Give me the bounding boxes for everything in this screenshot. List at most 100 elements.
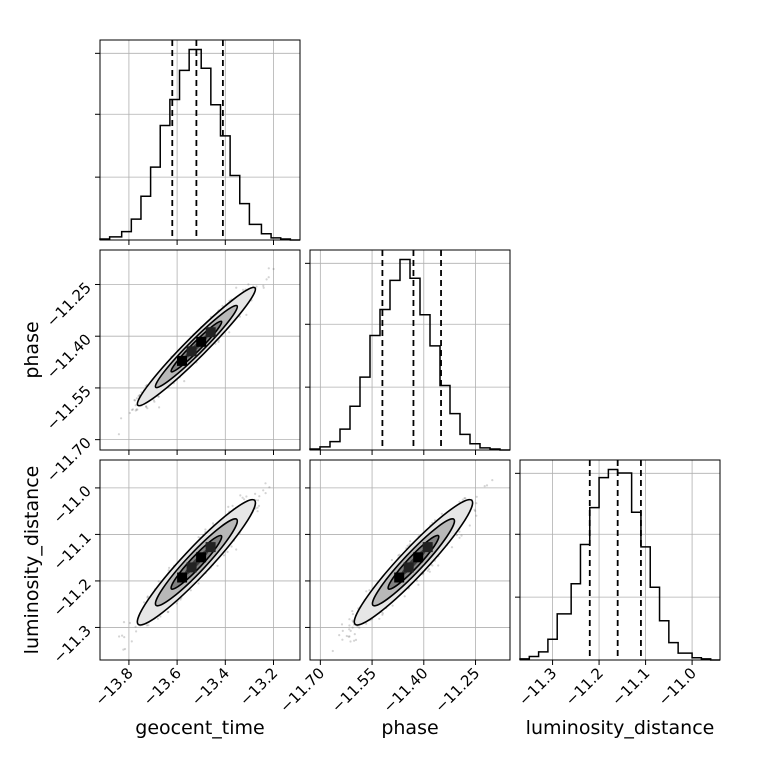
density-panel-luminosity-distance-vs-phase-point xyxy=(345,634,348,638)
density-panel-luminosity-distance-vs-geocent-time-xtick-label-1: −13.6 xyxy=(140,664,185,709)
density-panel-phase-vs-geocent-time-point xyxy=(120,417,123,420)
x-axis-label-geocent-time: geocent_time xyxy=(135,717,264,739)
density-panel-phase-vs-geocent-time-point xyxy=(255,285,258,288)
density-panel-luminosity-distance-vs-phase-point xyxy=(365,622,368,625)
density-panel-luminosity-distance-vs-geocent-time-point xyxy=(134,625,137,628)
density-panel-luminosity-distance-vs-phase-point xyxy=(338,634,341,637)
density-panel-luminosity-distance-vs-phase-point xyxy=(463,497,466,500)
density-panel-luminosity-distance-vs-geocent-time-core-0 xyxy=(205,542,216,553)
density-panel-luminosity-distance-vs-geocent-time-point xyxy=(204,528,207,531)
density-panel-luminosity-distance-vs-phase-point xyxy=(368,589,371,592)
density-panel-luminosity-distance-vs-geocent-time-point xyxy=(166,611,169,614)
density-panel-phase-vs-geocent-time-ytick-label-2: −11.40 xyxy=(43,330,95,382)
density-panel-phase-vs-geocent-time-point xyxy=(221,304,224,308)
density-panel-luminosity-distance-vs-phase-point xyxy=(475,495,478,498)
density-panel-luminosity-distance-vs-geocent-time-point xyxy=(230,545,233,548)
density-panel-luminosity-distance-vs-geocent-time-point xyxy=(145,624,148,627)
density-panel-phase-vs-geocent-time-inner xyxy=(100,267,275,439)
density-panel-luminosity-distance-vs-phase-point xyxy=(475,514,478,517)
density-panel-phase-vs-geocent-time-point xyxy=(133,399,137,402)
density-panel-phase-vs-geocent-time-ytick-label-3: −11.25 xyxy=(43,279,95,331)
density-panel-luminosity-distance-vs-geocent-time-point xyxy=(159,615,162,618)
density-panel-phase-vs-geocent-time-point xyxy=(217,340,220,344)
density-panel-luminosity-distance-vs-geocent-time-point xyxy=(197,582,200,585)
hist-panel-luminosity-distance-xtick-label-2: −11.1 xyxy=(608,664,653,709)
density-panel-luminosity-distance-vs-phase-point xyxy=(417,583,420,586)
density-panel-luminosity-distance-vs-phase-point xyxy=(348,618,351,621)
density-panel-phase-vs-geocent-time-point xyxy=(238,315,241,318)
density-panel-phase-vs-geocent-time-point xyxy=(128,411,131,415)
density-panel-luminosity-distance-vs-phase-point xyxy=(381,612,384,615)
density-panel-luminosity-distance-vs-phase: −11.70 −11.55 −11.40 −11.25 xyxy=(276,459,511,716)
density-panel-luminosity-distance-vs-geocent-time-point xyxy=(268,486,271,489)
density-panel-luminosity-distance-vs-phase-point xyxy=(341,629,344,633)
density-panel-luminosity-distance-vs-geocent-time-core-2 xyxy=(186,562,197,573)
axis-labels: geocent_time phase luminosity_distance p… xyxy=(21,321,714,739)
density-panel-luminosity-distance-vs-phase-point xyxy=(349,629,352,633)
density-panel-luminosity-distance-vs-geocent-time-core-3 xyxy=(177,572,188,583)
density-panel-luminosity-distance-vs-geocent-time-point xyxy=(121,634,124,637)
density-panel-luminosity-distance-vs-phase-point xyxy=(353,633,356,636)
density-panel-luminosity-distance-vs-geocent-time-point xyxy=(123,636,126,639)
density-panel-luminosity-distance-vs-geocent-time-xtick-label-2: −13.4 xyxy=(188,664,233,709)
density-panel-luminosity-distance-vs-geocent-time-ytick-label-2: −11.1 xyxy=(50,529,95,574)
density-panel-phase-vs-geocent-time-point xyxy=(134,404,137,407)
density-panel-phase-vs-geocent-time-point xyxy=(134,409,137,412)
density-panel-luminosity-distance-vs-phase-core-3 xyxy=(394,572,405,583)
density-panel-luminosity-distance-vs-geocent-time-point xyxy=(128,621,131,625)
density-panel-luminosity-distance-vs-phase-point xyxy=(485,484,489,487)
density-panel-phase-vs-geocent-time-point xyxy=(145,405,148,408)
density-panel-phase-vs-geocent-time-point xyxy=(245,313,248,316)
density-panel-luminosity-distance-vs-phase-point xyxy=(473,508,476,511)
density-panel-luminosity-distance-vs-geocent-time-point xyxy=(146,596,149,599)
density-panel-luminosity-distance-vs-geocent-time-point xyxy=(258,495,261,498)
density-panel-luminosity-distance-vs-phase-point xyxy=(458,536,461,539)
density-panel-luminosity-distance-vs-phase-point xyxy=(358,626,361,629)
density-panel-luminosity-distance-vs-geocent-time-point xyxy=(216,564,219,567)
density-panel-luminosity-distance-vs-geocent-time-point xyxy=(211,522,215,525)
density-panel-phase-vs-geocent-time-point xyxy=(265,278,268,281)
density-panel-luminosity-distance-vs-phase-point xyxy=(391,604,394,607)
density-panel-luminosity-distance-vs-phase-core-1 xyxy=(413,552,424,563)
density-panel-luminosity-distance-vs-phase-point xyxy=(381,613,384,616)
density-panel-luminosity-distance-vs-phase-point xyxy=(356,625,359,628)
density-panel-luminosity-distance-vs-phase-point xyxy=(348,635,351,638)
density-panel-luminosity-distance-vs-phase-xtick-label-3: −11.25 xyxy=(431,664,483,716)
density-panel-luminosity-distance-vs-phase-point xyxy=(348,628,351,631)
density-panel-phase-vs-geocent-time-point xyxy=(135,408,138,411)
density-panel-luminosity-distance-vs-phase-point xyxy=(431,564,434,567)
density-panel-luminosity-distance-vs-phase-point xyxy=(450,546,454,549)
density-panel-luminosity-distance-vs-geocent-time-point xyxy=(122,621,126,624)
density-panel-luminosity-distance-vs-phase-point xyxy=(440,512,443,515)
density-panel-phase-vs-geocent-time-point xyxy=(145,405,148,408)
density-panel-luminosity-distance-vs-geocent-time-point xyxy=(168,566,171,570)
density-panel-phase-vs-geocent-time-point xyxy=(131,408,135,411)
density-panel-phase-vs-geocent-time-point xyxy=(262,286,265,289)
density-panel-phase-vs-geocent-time-ytick-label-1: −11.55 xyxy=(43,382,95,434)
density-panel-phase-vs-geocent-time-point xyxy=(153,400,156,403)
density-panel-phase-vs-geocent-time-point xyxy=(228,331,231,334)
hist-panel-luminosity-distance-step xyxy=(519,468,720,661)
density-panel-luminosity-distance-vs-phase-point xyxy=(427,568,431,571)
density-panel-luminosity-distance-vs-phase-point xyxy=(409,540,412,543)
hist-panel-geocent-time xyxy=(95,39,301,245)
density-panel-phase-vs-geocent-time-point xyxy=(136,408,139,411)
density-panel-luminosity-distance-vs-geocent-time-point xyxy=(257,499,260,502)
density-panel-luminosity-distance-vs-geocent-time-point xyxy=(227,505,230,508)
density-panel-phase-vs-geocent-time-ytick-label-0: −11.70 xyxy=(43,434,95,486)
density-panel-luminosity-distance-vs-phase-inner xyxy=(331,479,494,653)
density-panel-luminosity-distance-vs-geocent-time-core-1 xyxy=(196,552,207,563)
density-panel-luminosity-distance-vs-phase-point xyxy=(458,500,461,503)
density-panel-luminosity-distance-vs-phase-point xyxy=(426,569,429,572)
density-panel-luminosity-distance-vs-geocent-time-point xyxy=(143,601,146,604)
density-panel-luminosity-distance-vs-phase-point xyxy=(458,530,461,533)
density-panel-luminosity-distance-vs-geocent-time-point xyxy=(257,504,261,507)
density-panel-luminosity-distance-vs-geocent-time: −13.8 −13.6 −13.4 −13.2−11.3−11.2−11.1−11.0 xyxy=(50,459,301,709)
density-panel-luminosity-distance-vs-geocent-time-point xyxy=(254,492,257,495)
density-panel-phase-vs-geocent-time-point xyxy=(272,267,275,271)
density-panel-luminosity-distance-vs-phase-point xyxy=(398,553,401,556)
density-panel-luminosity-distance-vs-geocent-time-xtick-label-0: −13.8 xyxy=(92,664,137,709)
density-panel-phase-vs-geocent-time-point xyxy=(133,399,136,402)
density-panel-luminosity-distance-vs-phase-xtick-label-2: −11.40 xyxy=(380,664,432,716)
density-panel-luminosity-distance-vs-geocent-time-point xyxy=(130,640,133,643)
